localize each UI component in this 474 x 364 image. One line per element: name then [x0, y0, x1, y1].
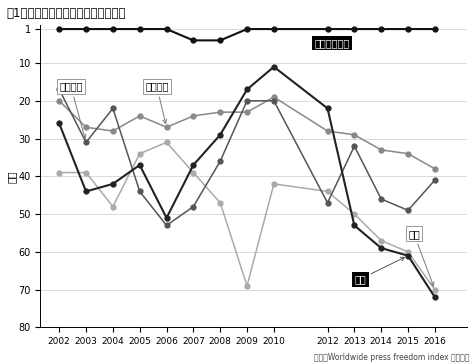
- Text: フィンランド: フィンランド: [314, 38, 349, 48]
- Text: 韓国: 韓国: [408, 229, 434, 286]
- Text: イギリス: イギリス: [145, 82, 169, 123]
- Text: 出典：Worldwide press freedom index より作成: 出典：Worldwide press freedom index より作成: [314, 353, 469, 362]
- Text: 図1：報道の自由度ランキングの変動: 図1：報道の自由度ランキングの変動: [6, 7, 126, 20]
- Y-axis label: 順位: 順位: [7, 170, 17, 183]
- Text: 日本: 日本: [355, 257, 404, 284]
- Text: アメリカ: アメリカ: [59, 82, 86, 139]
